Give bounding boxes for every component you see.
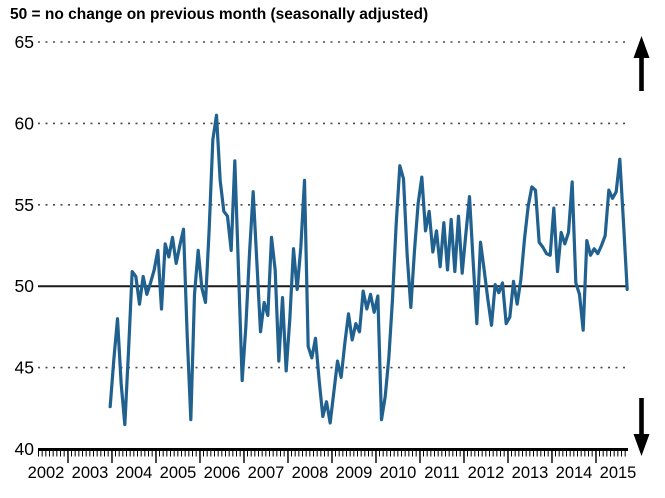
down-arrow-icon [633,398,650,456]
x-axis-year-label: 2008 [292,464,329,482]
x-axis-year-label: 2007 [248,464,285,482]
y-axis-tick-label: 60 [15,113,35,133]
x-axis-year-label: 2011 [424,464,459,482]
pmi-series-line [108,113,629,427]
up-arrow-icon [633,36,650,91]
x-axis-year-label: 2005 [160,464,197,482]
y-axis-tick-label: 55 [15,195,34,215]
chart-title: 50 = no change on previous month (season… [10,6,429,23]
x-axis-year-label: 2006 [204,464,241,482]
x-axis-year-label: 2002 [28,464,65,482]
x-axis-year-label: 2004 [116,464,153,482]
x-axis-year-label: 2012 [468,464,505,482]
y-axis-tick-label: 50 [15,276,35,296]
x-axis-year-label: 2010 [380,464,417,482]
y-axis-tick-label: 40 [15,439,35,459]
x-axis-year-label: 2003 [72,464,109,482]
x-axis-year-label: 2014 [556,464,593,482]
y-axis-tick-label: 65 [15,32,34,52]
x-axis-year-label: 2013 [512,464,549,482]
x-axis-year-label: 2009 [336,464,373,482]
y-axis-tick-label: 45 [15,358,34,378]
x-axis-year-label: 2015 [600,464,637,482]
